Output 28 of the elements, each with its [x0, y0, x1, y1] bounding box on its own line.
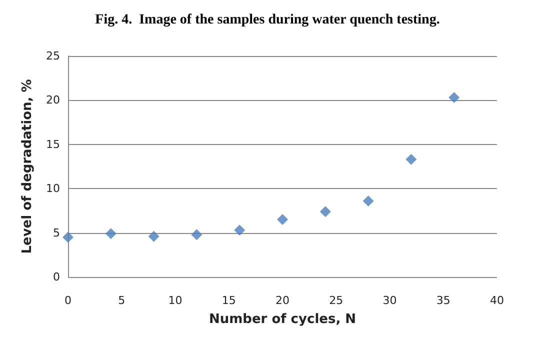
x-tick-label: 30 — [382, 294, 397, 307]
y-tick-label: 5 — [53, 226, 60, 240]
point — [448, 92, 460, 104]
x-tick-label: 15 — [222, 294, 236, 307]
point — [62, 232, 74, 243]
point — [148, 230, 160, 242]
x-tick-label: 20 — [276, 294, 290, 307]
y-tick-label: 20 — [46, 94, 60, 107]
x-tick-label: 40 — [490, 294, 504, 307]
point — [191, 229, 202, 240]
y-tick-label: 25 — [46, 50, 60, 62]
point — [234, 224, 246, 236]
x-tick-label: 35 — [436, 294, 450, 307]
point — [362, 195, 374, 206]
x-tick-label: 25 — [329, 294, 344, 307]
y-axis-title: Level of degradation, % — [20, 79, 35, 254]
point — [105, 228, 116, 240]
point — [406, 154, 417, 165]
point — [320, 206, 331, 218]
y-tick-label: 0 — [53, 270, 60, 284]
x-axis-title: Number of cycles, N — [208, 312, 356, 327]
x-tick-label: 0 — [64, 294, 72, 307]
x-tick-label: 10 — [168, 294, 182, 307]
chart-title: Fig. 4. Image of the samples during water quench testing. — [95, 12, 440, 28]
point — [277, 214, 288, 226]
x-tick-label: 5 — [118, 294, 126, 307]
y-tick-label: 10 — [46, 182, 60, 196]
y-tick-label: 15 — [46, 138, 60, 151]
